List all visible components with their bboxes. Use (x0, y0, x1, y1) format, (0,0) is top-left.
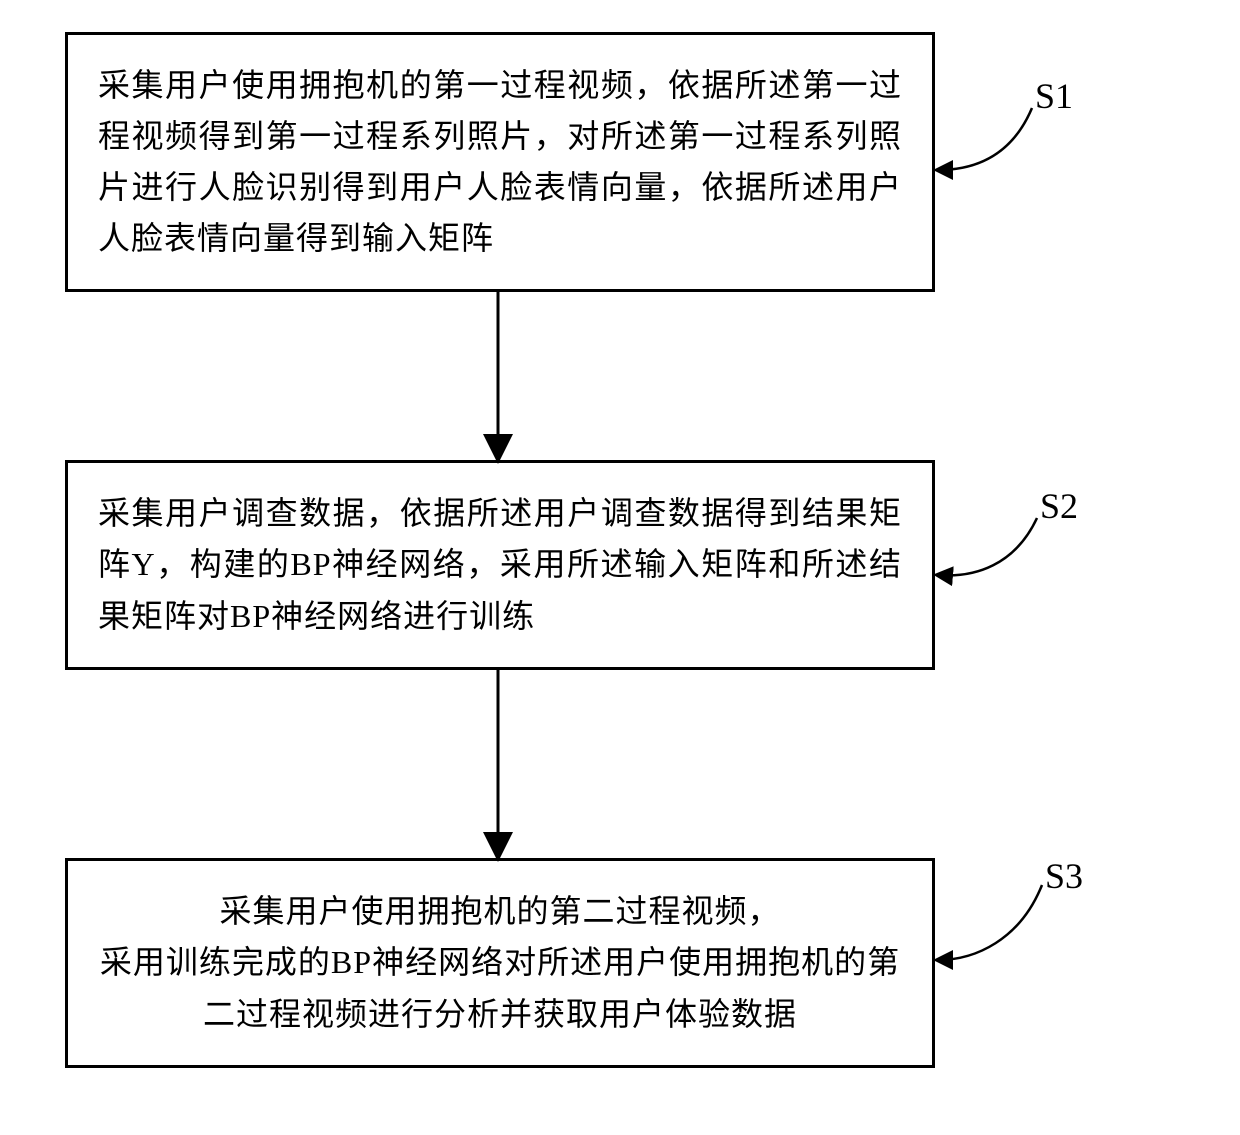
label-pointer-s3 (938, 885, 1042, 960)
label-pointer-s2 (938, 518, 1037, 575)
flowchart-connectors (0, 0, 1240, 1135)
label-pointer-s1 (938, 108, 1032, 170)
flowchart-container: 采集用户使用拥抱机的第一过程视频，依据所述第一过程视频得到第一过程系列照片，对所… (0, 0, 1240, 1135)
